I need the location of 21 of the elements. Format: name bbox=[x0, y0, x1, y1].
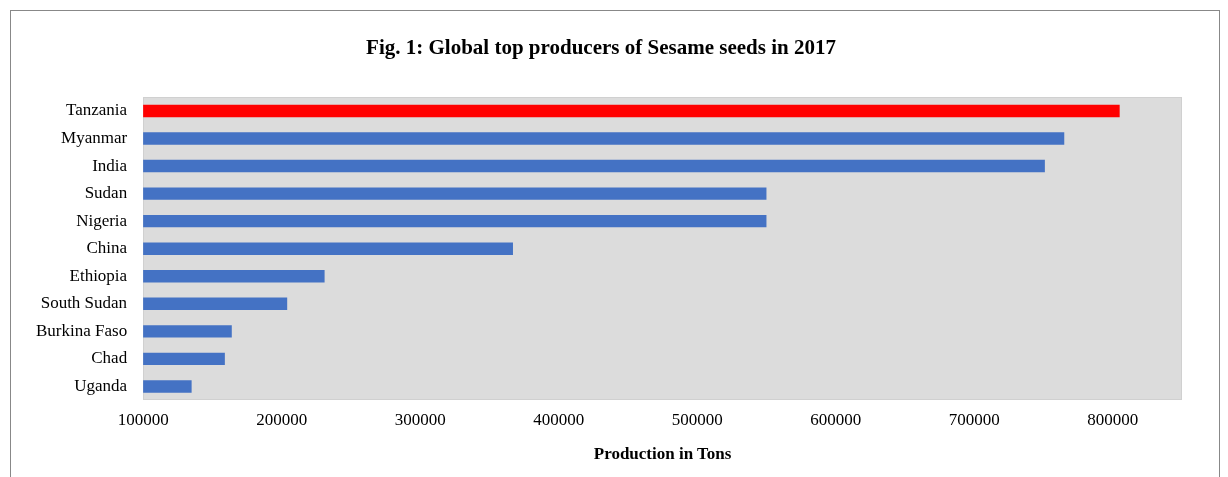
x-tick-label: 800000 bbox=[1087, 409, 1139, 429]
x-tick-label: 300000 bbox=[394, 409, 446, 429]
y-tick-label: Sudan bbox=[84, 183, 128, 203]
y-tick-label: Myanmar bbox=[61, 127, 128, 147]
x-tick-label: 100000 bbox=[117, 409, 169, 429]
y-tick-label: Nigeria bbox=[76, 210, 128, 230]
y-tick-label: Ethiopia bbox=[69, 265, 128, 285]
x-tick-label: 700000 bbox=[948, 409, 1000, 429]
y-tick-label: Chad bbox=[91, 348, 128, 368]
y-tick-label: Burkina Faso bbox=[35, 320, 128, 340]
y-tick-label: Tanzania bbox=[66, 100, 128, 120]
y-tick-label: Uganda bbox=[74, 375, 128, 395]
x-tick-label: 500000 bbox=[671, 409, 723, 429]
x-tick-label: 400000 bbox=[533, 409, 585, 429]
y-tick-label: South Sudan bbox=[40, 293, 128, 313]
x-tick-label: 200000 bbox=[256, 409, 308, 429]
y-tick-label: India bbox=[92, 155, 128, 175]
y-tick-label: China bbox=[86, 238, 128, 258]
x-tick-label: 600000 bbox=[810, 409, 862, 429]
x-axis-title: Production in Tons bbox=[593, 444, 732, 464]
chart-title: Fig. 1: Global top producers of Sesame seeds in 2017 bbox=[366, 35, 836, 60]
